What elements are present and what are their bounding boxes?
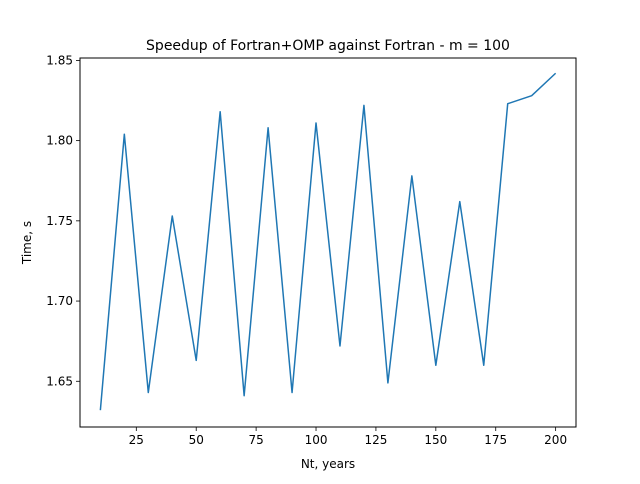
x-tick-label: 200 [544,433,567,447]
y-axis-label: Time, s [20,221,34,265]
x-tick-label: 150 [424,433,447,447]
x-tick-label: 75 [248,433,263,447]
x-tick-label: 25 [129,433,144,447]
x-axis: 25 50 75 100 125 150 175 200 [129,427,567,447]
series-layer [99,72,557,411]
axes-frame [79,57,577,428]
x-tick-label: 50 [189,433,204,447]
y-tick-label: 1.80 [46,134,73,148]
chart-title: Speedup of Fortran+OMP against Fortran -… [146,38,510,54]
x-tick-label: 100 [305,433,328,447]
plot-area [79,57,577,428]
x-tick-label: 125 [364,433,387,447]
y-axis: 1.65 1.70 1.75 1.80 1.85 [46,53,80,388]
x-axis-label: Nt, years [301,457,355,471]
y-tick-label: 1.85 [46,53,73,67]
x-tick-label: 175 [484,433,507,447]
y-tick-label: 1.75 [46,214,73,228]
y-tick-label: 1.65 [46,374,73,388]
series-line-0 [99,72,557,411]
y-tick-label: 1.70 [46,294,73,308]
